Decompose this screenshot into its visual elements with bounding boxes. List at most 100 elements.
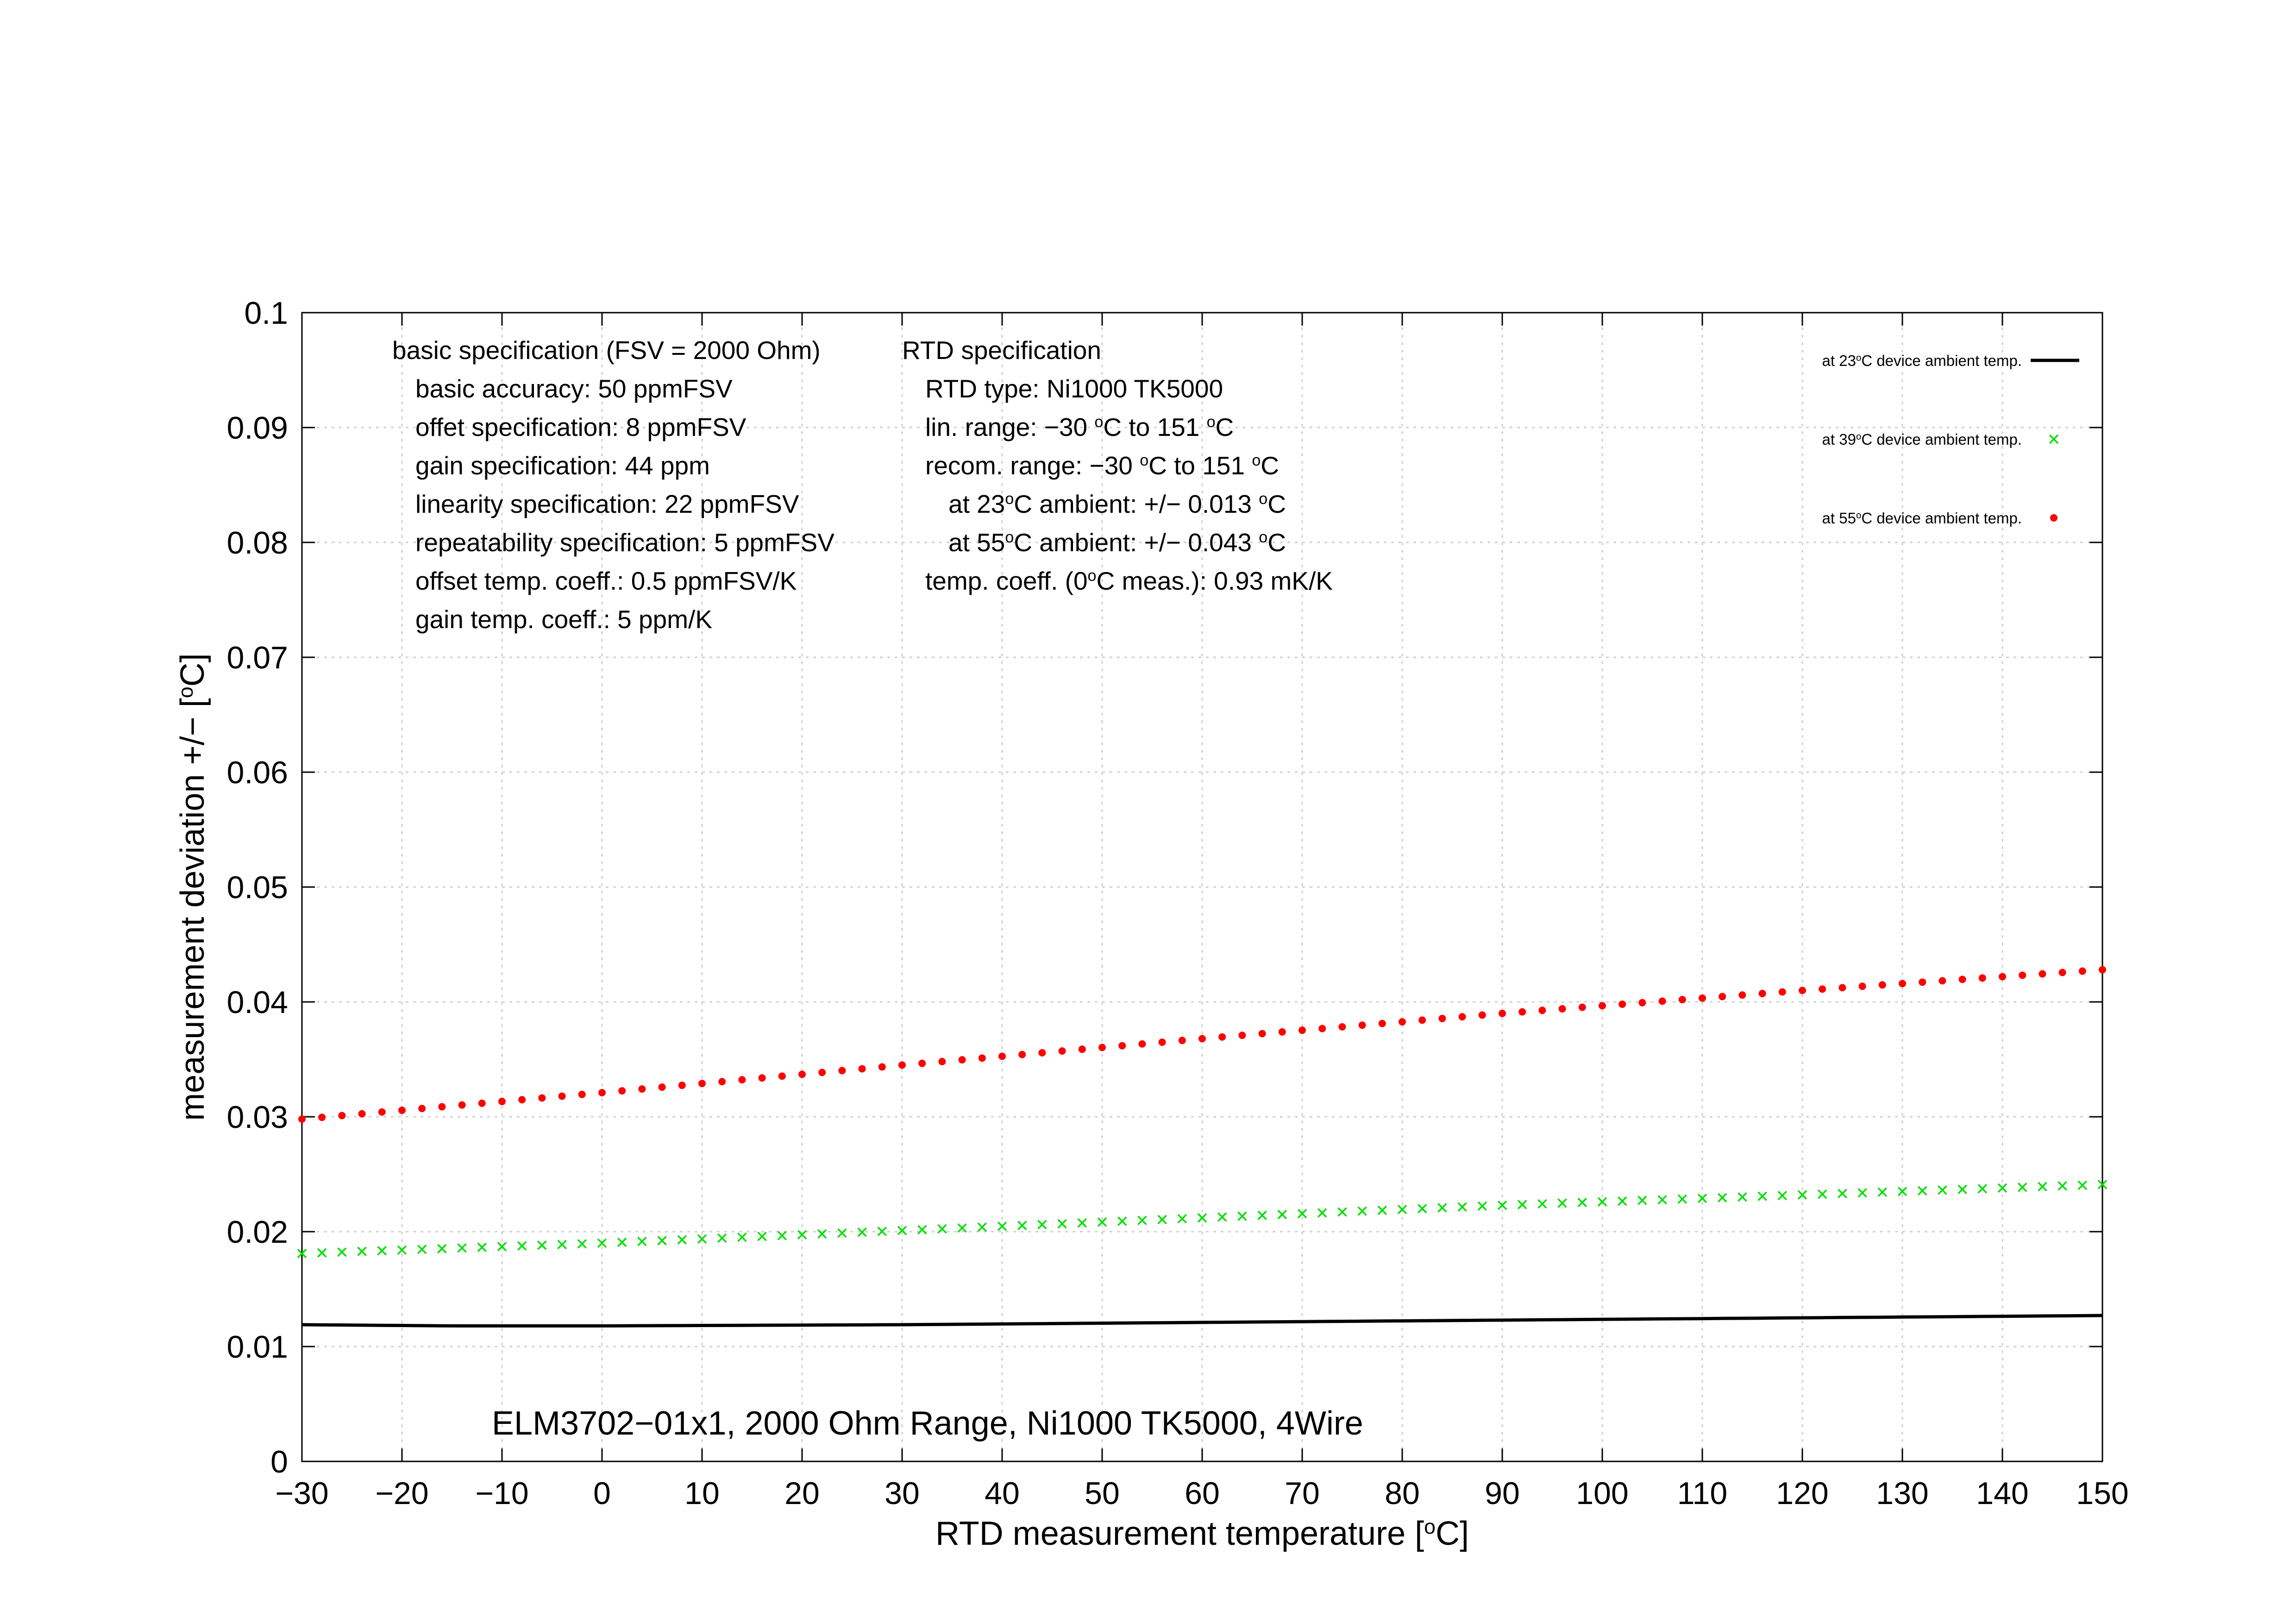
- data-point-cross: [797, 1230, 807, 1240]
- y-tick-label: 0.02: [227, 1215, 288, 1250]
- x-tick-label: 60: [1185, 1476, 1220, 1511]
- data-point-cross: [477, 1242, 487, 1252]
- data-point-cross: [1397, 1204, 1407, 1215]
- data-point-cross: [437, 1244, 447, 1253]
- data-point-cross: [1157, 1215, 1167, 1225]
- data-point-cross: [1317, 1208, 1327, 1218]
- data-point-dot: [1238, 1032, 1246, 1039]
- data-point-dot: [1919, 978, 1926, 986]
- data-point-dot: [1318, 1025, 1326, 1032]
- x-tick-label: 40: [985, 1476, 1020, 1511]
- series-1: [301, 1314, 2103, 1328]
- x-tick-label: 80: [1385, 1476, 1420, 1511]
- data-point-dot: [1638, 999, 1646, 1007]
- data-point-dot: [758, 1074, 766, 1082]
- data-point-dot: [358, 1110, 366, 1118]
- y-tick-label: 0.01: [227, 1329, 288, 1365]
- data-point-dot: [1578, 1003, 1586, 1011]
- data-point-cross: [717, 1233, 727, 1243]
- y-tick-label: 0.09: [227, 410, 288, 446]
- rtd-spec-line: RTD type: Ni1000 TK5000: [925, 374, 1223, 403]
- data-point-cross: [2017, 1183, 2027, 1192]
- data-point-cross: [877, 1227, 887, 1236]
- legend-label: at 55oC device ambient temp.: [1822, 510, 2022, 527]
- data-point-dot: [1618, 1000, 1626, 1008]
- data-point-dot: [418, 1105, 426, 1113]
- data-point-dot: [2039, 970, 2046, 978]
- data-point-cross: [1957, 1184, 1967, 1194]
- data-point-cross: [1597, 1197, 1607, 1207]
- data-point-cross: [1217, 1212, 1227, 1222]
- data-point-cross: [637, 1236, 647, 1246]
- x-tick-label: 130: [1876, 1476, 1928, 1511]
- rtd-spec-line: at 23oC ambient: +/− 0.013 oC: [948, 490, 1286, 518]
- data-point-cross: [837, 1228, 847, 1238]
- data-point-cross: [357, 1246, 367, 1256]
- data-point-cross: [1117, 1216, 1127, 1226]
- data-point-cross: [1557, 1198, 1567, 1208]
- data-point-cross: [977, 1222, 987, 1232]
- rtd-spec-line: temp. coeff. (0oC meas.): 0.93 mK/K: [925, 567, 1333, 595]
- data-point-cross: [1977, 1184, 1988, 1194]
- data-point-cross: [777, 1231, 787, 1240]
- data-point-dot: [1878, 981, 1886, 989]
- x-tick-label: 20: [784, 1476, 820, 1511]
- data-point-dot: [1399, 1018, 1406, 1026]
- x-axis-label: RTD measurement temperature [oC]: [935, 1515, 1469, 1552]
- data-point-dot: [1258, 1030, 1266, 1038]
- basic-spec-line: repeatability specification: 5 ppmFSV: [415, 528, 834, 557]
- data-point-dot: [438, 1103, 446, 1111]
- legend-swatch-dot: [2050, 514, 2058, 522]
- data-point-dot: [398, 1106, 406, 1114]
- x-tick-label: 50: [1085, 1476, 1120, 1511]
- annotations: basic specification (FSV = 2000 Ohm) basi…: [392, 336, 1363, 1442]
- data-point-cross: [297, 1248, 307, 1259]
- data-point-cross: [317, 1248, 327, 1258]
- data-point-dot: [1118, 1042, 1126, 1050]
- data-point-dot: [1999, 973, 2006, 981]
- data-point-cross: [817, 1229, 827, 1239]
- data-point-cross: [1517, 1200, 1527, 1209]
- data-point-dot: [1599, 1002, 1606, 1010]
- data-point-cross: [1037, 1220, 1047, 1230]
- y-axis-label: measurement deviation +/− [oC]: [174, 653, 211, 1120]
- y-tick-label: 0.08: [227, 525, 288, 560]
- data-point-dot: [898, 1061, 906, 1069]
- data-point-cross: [1697, 1193, 1707, 1203]
- data-point-cross: [1997, 1183, 2007, 1193]
- data-point-cross: [1437, 1203, 1447, 1213]
- data-point-dot: [2099, 966, 2106, 974]
- data-point-dot: [1078, 1045, 1086, 1053]
- data-point-cross: [2058, 1181, 2067, 1191]
- data-point-dot: [1978, 974, 1986, 982]
- data-point-dot: [1799, 987, 1806, 995]
- data-point-dot: [1899, 980, 1906, 988]
- data-point-dot: [1198, 1035, 1206, 1043]
- data-point-cross: [897, 1226, 907, 1235]
- data-point-cross: [937, 1224, 947, 1234]
- data-point-cross: [1337, 1207, 1347, 1217]
- data-point-dot: [1558, 1005, 1566, 1013]
- data-point-dot: [678, 1082, 686, 1089]
- data-point-cross: [1717, 1193, 1727, 1202]
- data-point-cross: [697, 1234, 707, 1244]
- data-point-dot: [378, 1108, 386, 1116]
- data-point-dot: [1138, 1040, 1146, 1048]
- data-point-cross: [1277, 1209, 1287, 1220]
- data-point-cross: [537, 1240, 547, 1250]
- data-point-cross: [617, 1237, 627, 1247]
- data-point-cross: [1097, 1217, 1107, 1227]
- data-point-dot: [1658, 997, 1666, 1005]
- data-point-dot: [518, 1096, 526, 1104]
- y-tick-label: 0.05: [227, 870, 288, 905]
- data-point-cross: [1497, 1200, 1507, 1210]
- data-point-dot: [878, 1063, 886, 1071]
- y-tick-label: 0: [270, 1444, 288, 1479]
- data-point-dot: [1819, 985, 1826, 993]
- data-point-cross: [497, 1242, 507, 1252]
- data-point-cross: [1457, 1202, 1467, 1212]
- y-tick-label: 0.1: [244, 296, 288, 331]
- data-point-cross: [757, 1232, 767, 1241]
- data-point-dot: [858, 1065, 866, 1073]
